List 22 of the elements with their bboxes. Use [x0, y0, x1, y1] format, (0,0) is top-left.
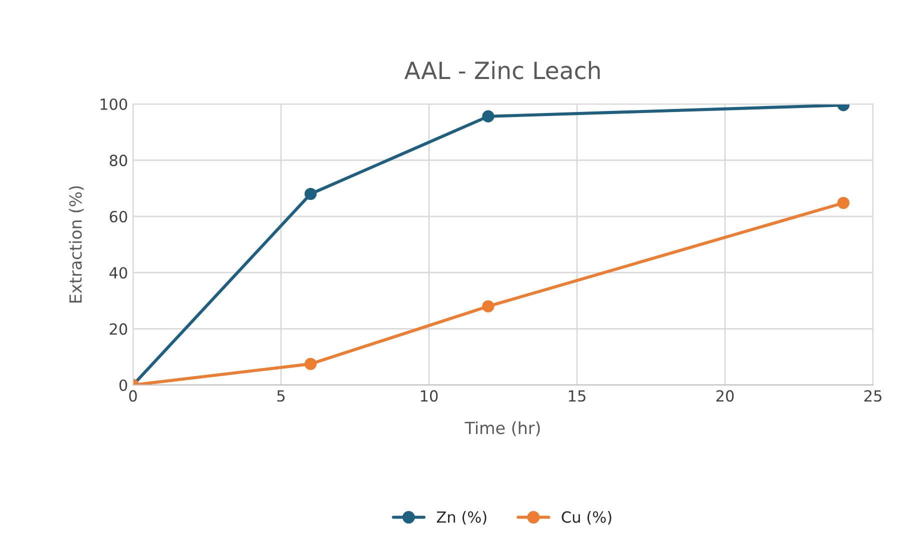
x-tick-label: 15 [568, 390, 586, 402]
y-axis-title: Extraction (%) [68, 186, 84, 302]
y-tick-label: 60 [110, 210, 128, 222]
legend-label: Cu (%) [562, 511, 612, 525]
x-axis-title: Time (hr) [464, 421, 540, 436]
point [482, 110, 494, 122]
y-tick-label: 40 [109, 267, 128, 279]
y-tick-label: 20 [110, 323, 128, 335]
x-tick-label: 5 [277, 390, 285, 402]
y-tick-label: 80 [110, 154, 128, 166]
x-tick-label: 10 [420, 390, 438, 402]
x-tick-label: 25 [864, 390, 882, 402]
point [304, 188, 317, 200]
x-tick-label: 20 [716, 390, 734, 402]
point [837, 196, 850, 209]
point [482, 300, 494, 312]
y-tick-label: 0 [119, 379, 128, 392]
x-tick-label: 0 [129, 390, 137, 402]
y-tick-label: 100 [100, 98, 128, 110]
chart-title: AAL - Zinc Leach [404, 61, 600, 80]
legend-label: Zn (%) [436, 511, 486, 525]
point [304, 358, 317, 370]
